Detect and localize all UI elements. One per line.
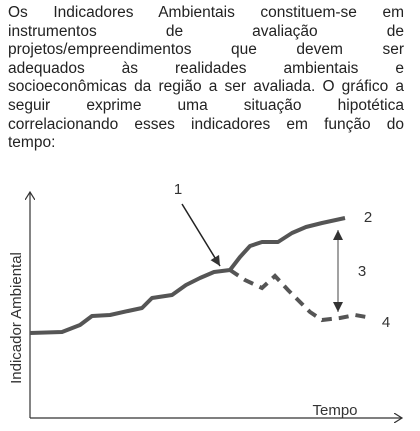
pointer-arrow	[181, 203, 221, 267]
text-line: socioeconômicas da região a ser avaliada…	[8, 78, 404, 96]
label-1: 1	[174, 181, 182, 198]
text-line: correlacionando esses indicadores em fun…	[8, 115, 404, 133]
text-line: seguir exprime uma situação hipotética	[8, 96, 404, 114]
text-line: adequados às realidades ambientais e	[8, 59, 404, 77]
curve-4	[228, 268, 373, 323]
label-4: 4	[382, 314, 390, 331]
text-line: tempo:	[8, 134, 56, 152]
x-axis-label: Tempo	[312, 402, 357, 419]
paragraph: Os Indicadores Ambientais constituem-se …	[8, 4, 404, 153]
label-2: 2	[364, 209, 372, 226]
label-3: 3	[358, 263, 366, 280]
curve-2	[29, 216, 346, 335]
text-line: projetos/empreendimentos que devem ser	[8, 41, 404, 59]
y-axis-label: Indicador Ambiental	[8, 252, 25, 384]
text-line: Os Indicadores Ambientais constituem-se …	[8, 4, 404, 21]
text-line: instrumentos de avaliação de	[8, 22, 404, 40]
